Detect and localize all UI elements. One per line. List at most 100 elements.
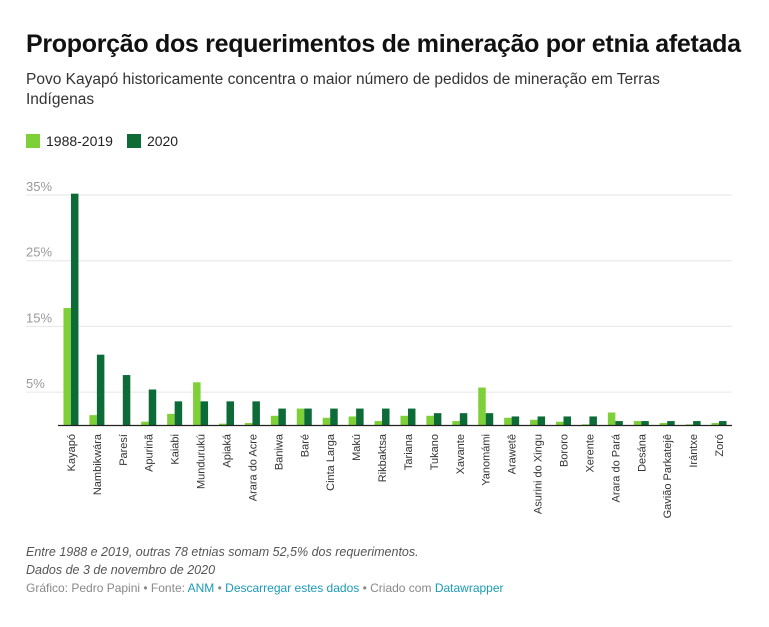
bar-2020 <box>563 416 571 425</box>
x-tick-label: Baniwa <box>273 433 285 470</box>
note-other-ethnicities: Entre 1988 e 2019, outras 78 etnias soma… <box>26 545 419 559</box>
bar-2020 <box>589 416 597 425</box>
bar-2020 <box>252 401 260 425</box>
bar-1988-2019 <box>374 421 383 425</box>
x-tick-label: Irántxe <box>688 434 700 468</box>
bar-2020 <box>356 408 364 425</box>
x-tick-label: Yanomámi <box>481 434 493 486</box>
x-tick-label: Zoró <box>714 434 726 457</box>
bar-1988-2019 <box>322 417 331 425</box>
bar-2020 <box>615 421 623 425</box>
bar-1988-2019 <box>296 408 305 425</box>
bar-1988-2019 <box>685 424 694 425</box>
bar-1988-2019 <box>400 415 408 425</box>
bar-2020 <box>382 408 390 425</box>
bar-1988-2019 <box>452 421 460 425</box>
bar-2020 <box>174 401 183 425</box>
bar-2020 <box>667 421 675 425</box>
bar-2020 <box>278 408 286 425</box>
bar-1988-2019 <box>633 421 642 425</box>
bar-1988-2019 <box>141 421 149 425</box>
bar-1988-2019 <box>244 423 253 425</box>
x-tick-label: Apiaká <box>222 433 234 468</box>
bar-1988-2019 <box>193 382 201 425</box>
x-tick-label: Arara do Pará <box>610 433 622 502</box>
bar-1988-2019 <box>607 412 616 425</box>
bar-2020 <box>459 413 468 425</box>
x-tick-label: Tariana <box>403 433 415 470</box>
bar-2020 <box>96 354 105 425</box>
bar-2020 <box>304 408 312 425</box>
y-tick-label: 5% <box>26 376 45 391</box>
bar-2020 <box>200 401 209 425</box>
x-tick-label: Tukano <box>429 434 441 470</box>
bar-1988-2019 <box>478 387 486 425</box>
x-tick-label: Kaiabi <box>170 434 182 465</box>
bar-2020 <box>693 421 701 425</box>
x-tick-label: Rikbaktsa <box>377 433 389 482</box>
note-data-date: Dados de 3 de novembro de 2020 <box>26 563 216 577</box>
x-tick-label: Bororo <box>559 434 571 467</box>
bar-1988-2019 <box>426 415 434 425</box>
x-tick-label: Xavante <box>455 434 467 474</box>
bar-1988-2019 <box>530 419 538 425</box>
bar-1988-2019 <box>504 417 512 425</box>
bar-2020 <box>433 413 442 425</box>
bar-2020 <box>407 408 416 425</box>
bar-1988-2019 <box>270 415 279 425</box>
chart-title: Proporção dos requerimentos de mineração… <box>26 30 741 58</box>
x-tick-label: Paresí <box>118 434 130 466</box>
chart-subtitle: Povo Kayapó historicamente concentra o m… <box>26 71 660 108</box>
datawrapper-link[interactable]: Datawrapper <box>434 581 504 595</box>
x-tick-label: Kayapó <box>66 434 78 471</box>
legend-item-2020: 2020 <box>126 133 179 149</box>
x-tick-label: Cinta Larga <box>325 433 337 491</box>
x-tick-label: Desána <box>636 433 648 472</box>
bar-1988-2019 <box>556 421 564 425</box>
bar-2020 <box>537 416 546 425</box>
legend: 1988-2019 2020 <box>26 133 192 149</box>
x-tick-label: Nambikwára <box>92 433 104 495</box>
bar-2020 <box>485 413 494 425</box>
x-tick-label: Baré <box>299 434 311 457</box>
legend-swatch-1988-2019 <box>26 134 40 148</box>
legend-label-1988-2019: 1988-2019 <box>46 133 113 149</box>
y-tick-label: 15% <box>26 310 52 325</box>
chart-notes: Entre 1988 e 2019, outras 78 etnias soma… <box>26 543 419 579</box>
source-link[interactable]: ANM <box>187 581 215 595</box>
x-tick-label: Asurini do Xingu <box>533 434 545 514</box>
bar-2020 <box>70 193 79 425</box>
download-data-link[interactable]: Descarregar estes dados <box>225 581 360 595</box>
x-tick-label: Mundurukú <box>196 434 208 489</box>
bar-1988-2019 <box>89 415 97 425</box>
bar-1988-2019 <box>581 424 590 425</box>
bar-2020 <box>511 416 520 425</box>
bar-1988-2019 <box>63 308 71 425</box>
x-tick-label: Xerente <box>584 434 596 473</box>
bar-1988-2019 <box>167 413 175 425</box>
bar-2020 <box>122 375 131 425</box>
credit-created-with: • Criado com <box>359 581 435 595</box>
bar-1988-2019 <box>711 423 720 425</box>
y-tick-label: 35% <box>26 179 52 194</box>
credit-separator: • <box>214 581 226 595</box>
x-tick-label: Arawetê <box>507 434 519 474</box>
legend-label-2020: 2020 <box>146 133 179 149</box>
y-tick-label: 25% <box>26 245 52 260</box>
bar-1988-2019 <box>348 416 357 425</box>
x-tick-label: Makú <box>351 434 363 461</box>
bar-2020 <box>226 401 234 425</box>
bar-2020 <box>330 408 338 425</box>
bar-2020 <box>148 389 157 425</box>
bar-2020 <box>719 421 727 425</box>
credit-line: Gráfico: Pedro Papini • Fonte: ANM • Des… <box>26 581 504 595</box>
x-tick-label: Gavião Parkatejê <box>662 434 674 518</box>
legend-swatch-2020 <box>126 134 141 148</box>
bar-1988-2019 <box>219 423 227 425</box>
x-tick-label: Apurinã <box>144 433 156 472</box>
x-tick-label: Arara do Acre <box>247 434 259 501</box>
legend-item-1988-2019: 1988-2019 <box>26 133 113 149</box>
bar-chart: 5% 15% 25% 35% Kayapó Nambikwára Paresí Apurinã… <box>26 179 732 518</box>
bar-1988-2019 <box>659 423 668 425</box>
credit-prefix: Gráfico: Pedro Papini • Fonte: <box>26 581 188 595</box>
